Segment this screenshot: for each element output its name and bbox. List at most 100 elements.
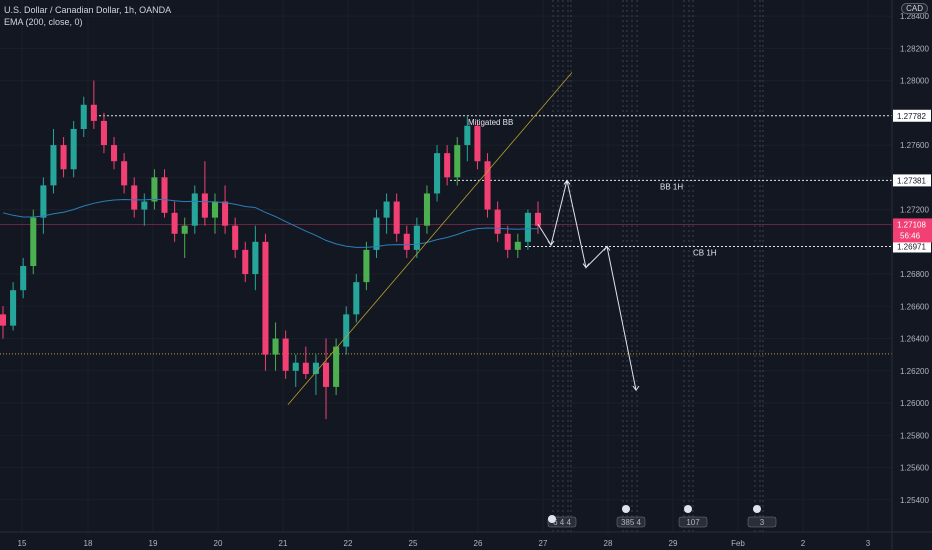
candle-body: [80, 104, 87, 129]
x-tick-label: 20: [214, 539, 223, 548]
indicator-label: EMA (200, close, 0): [4, 17, 83, 27]
candle-body: [141, 201, 148, 210]
candle-body: [484, 161, 491, 210]
candle-body: [211, 201, 219, 218]
level-annotation: Mitigated BB: [468, 118, 513, 127]
horizontal-levels: [0, 115, 892, 355]
y-tick-label: 1.25400: [900, 496, 929, 505]
event-badge-label: 385 4: [621, 518, 642, 527]
candle-body: [322, 362, 330, 387]
candle-body: [363, 249, 370, 283]
candle-body: [302, 362, 309, 375]
ema-line: [2, 198, 539, 248]
level-price-label: 1.27782: [897, 112, 926, 121]
candle-body: [534, 212, 542, 226]
y-tick-label: 1.28200: [900, 44, 929, 53]
candle-body: [514, 241, 521, 250]
y-tick-label: 1.26400: [900, 335, 929, 344]
candle-body: [20, 266, 27, 291]
level-price-tag: [893, 174, 931, 187]
candle-body: [121, 161, 128, 186]
y-tick-label: 1.28000: [900, 77, 929, 86]
candle-body: [222, 201, 229, 226]
candle-body: [282, 338, 289, 371]
arrow-head: [582, 263, 590, 269]
y-tick-label: 1.28400: [900, 12, 929, 21]
level-price-tag: [893, 240, 931, 253]
candle-body: [494, 209, 501, 234]
overlays: Mitigated BB BB 1H CB 1H: [2, 72, 717, 405]
candle-body: [353, 282, 360, 315]
event-badge: [616, 516, 646, 528]
x-tick-label: 29: [669, 539, 678, 548]
candle-body: [383, 201, 390, 218]
candle-body: [242, 249, 249, 275]
candle-body: [403, 233, 410, 250]
event-badge-label: 6 4 4: [553, 518, 571, 527]
event-badge-label: 107: [686, 518, 700, 527]
chart-legend: U.S. Dollar / Canadian Dollar, 1h, OANDA…: [4, 4, 171, 28]
candle-body: [393, 201, 400, 234]
event-badge: [678, 516, 708, 528]
level-price-label: 1.27381: [897, 176, 926, 185]
candle-body: [454, 145, 461, 178]
candle-body: [343, 314, 350, 347]
trendline: [287, 72, 573, 405]
time-axis: 15 18 19 20 21 22 25 26 27 28 29 Feb 2 3 6 4 4 385 4 107…: [0, 505, 932, 548]
y-tick-label: 1.27600: [900, 141, 929, 150]
event-flag-icon: [684, 505, 692, 513]
x-tick-label: 15: [18, 539, 27, 548]
candle-body: [60, 145, 67, 170]
arrow-head: [547, 240, 555, 246]
level-price-tag: [893, 109, 931, 122]
candle-body: [232, 225, 239, 250]
event-flag-icon: [753, 505, 761, 513]
arrow-head: [603, 245, 611, 251]
candle-body: [262, 241, 269, 355]
candle-body: [0, 314, 7, 326]
arrow-head: [632, 385, 640, 391]
x-tick-label: 22: [344, 539, 353, 548]
last-price-tag: [893, 218, 932, 243]
x-tick-label: 19: [149, 539, 158, 548]
candle-body: [40, 185, 47, 218]
y-tick-label: 1.25800: [900, 431, 929, 440]
candle-body: [292, 362, 299, 371]
arrow-head: [563, 179, 571, 185]
candle-body: [30, 217, 37, 266]
candle-body: [191, 193, 198, 226]
candle-body: [50, 145, 57, 186]
x-tick-label: 18: [84, 539, 93, 548]
event-flag-icon: [622, 505, 630, 513]
y-tick-label: 1.27200: [900, 206, 929, 215]
candle-body: [444, 153, 451, 178]
candle-body: [504, 233, 511, 250]
level-annotation: CB 1H: [693, 248, 717, 257]
x-tick-label: 28: [604, 539, 613, 548]
y-tick-label: 1.26800: [900, 270, 929, 279]
currency-badge[interactable]: CAD: [901, 3, 928, 14]
y-tick-label: 1.26000: [900, 399, 929, 408]
candle-body: [100, 120, 107, 146]
y-tick-label: 1.26600: [900, 302, 929, 311]
candle-body: [70, 128, 77, 170]
x-tick-label: 27: [539, 539, 548, 548]
symbol-title: U.S. Dollar / Canadian Dollar, 1h, OANDA: [4, 5, 172, 15]
candle-body: [423, 193, 430, 226]
x-tick-label: 26: [474, 539, 483, 548]
x-tick-label: 21: [279, 539, 288, 548]
level-price-label: 1.26971: [897, 242, 926, 251]
candle-body: [201, 193, 208, 218]
event-badge-label: 3: [760, 518, 765, 527]
candle-body: [434, 153, 441, 194]
x-tick-label: 25: [409, 539, 418, 548]
x-tick-label: Feb: [731, 539, 745, 548]
candle-body: [333, 346, 340, 387]
candle-body: [131, 185, 138, 210]
x-tick-label: 3: [866, 539, 871, 548]
y-tick-label: 1.26200: [900, 367, 929, 376]
candle-body: [312, 362, 319, 375]
candle-body: [151, 177, 158, 202]
candle-body: [474, 125, 481, 162]
